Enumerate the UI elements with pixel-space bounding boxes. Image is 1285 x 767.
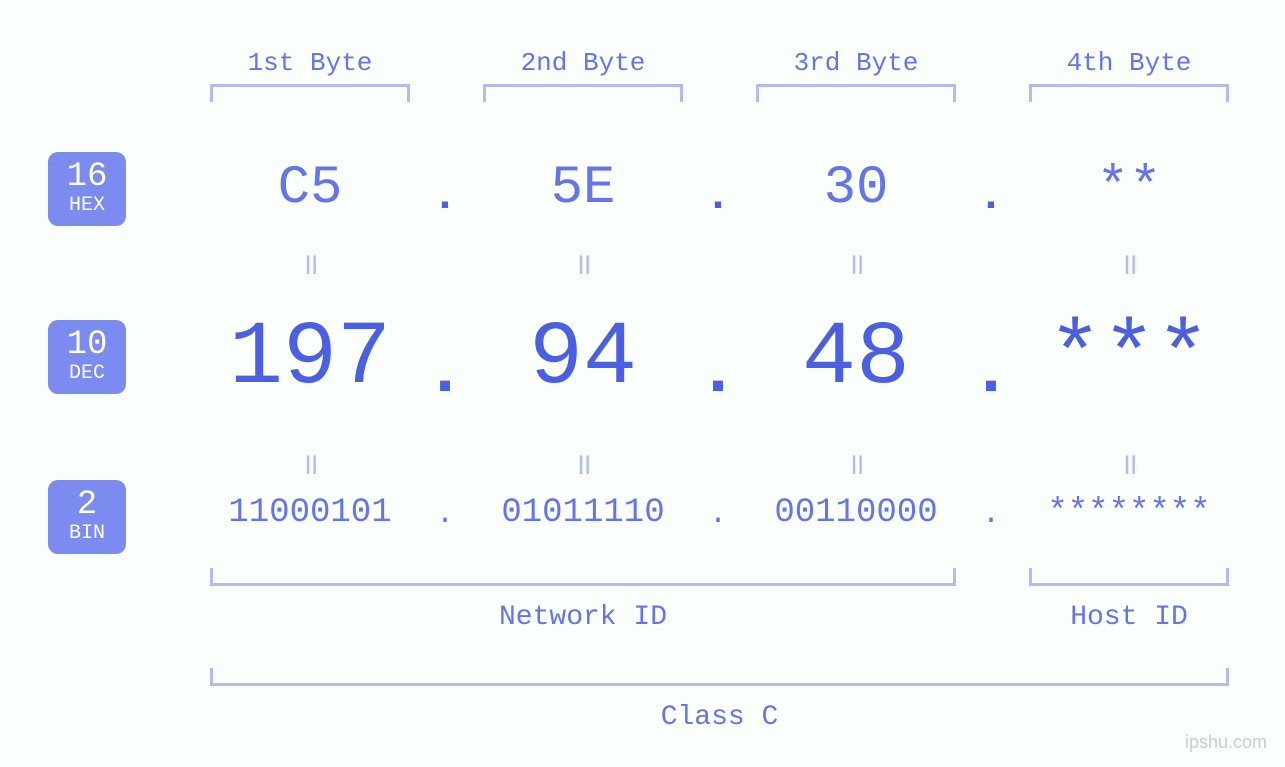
dec-badge-base: 10 <box>48 328 126 362</box>
hex-dot2: . <box>688 172 748 222</box>
eq-dec-bin-1: ॥ <box>210 442 410 484</box>
bin-dot3: . <box>961 498 1021 532</box>
eq-hex-dec-1: ॥ <box>210 242 410 284</box>
bin-byte3: 00110000 <box>756 494 956 532</box>
dec-dot2: . <box>688 334 748 413</box>
watermark: ipshu.com <box>1185 732 1267 753</box>
byte4-bracket <box>1029 84 1229 102</box>
bin-byte2: 01011110 <box>483 494 683 532</box>
byte3-bracket <box>756 84 956 102</box>
byte3-header: 3rd Byte <box>756 48 956 78</box>
dec-byte4: *** <box>1029 308 1229 410</box>
bin-badge: 2 BIN <box>48 480 126 554</box>
dec-dot1: . <box>415 334 475 413</box>
eq-hex-dec-4: ॥ <box>1029 242 1229 284</box>
class-bracket <box>210 668 1229 686</box>
byte2-bracket <box>483 84 683 102</box>
hex-dot3: . <box>961 172 1021 222</box>
hex-dot1: . <box>415 172 475 222</box>
network-id-label: Network ID <box>210 602 956 633</box>
dec-badge: 10 DEC <box>48 320 126 394</box>
eq-hex-dec-3: ॥ <box>756 242 956 284</box>
hex-badge: 16 HEX <box>48 152 126 226</box>
dec-badge-label: DEC <box>48 364 126 384</box>
byte1-bracket <box>210 84 410 102</box>
dec-byte1: 197 <box>210 308 410 410</box>
bin-dot2: . <box>688 498 748 532</box>
hex-byte3: 30 <box>756 158 956 219</box>
bin-dot1: . <box>415 498 475 532</box>
byte1-header: 1st Byte <box>210 48 410 78</box>
dec-dot3: . <box>961 334 1021 413</box>
bin-byte4: ******** <box>1029 494 1229 532</box>
class-label: Class C <box>210 702 1229 733</box>
network-id-bracket <box>210 568 956 586</box>
hex-badge-label: HEX <box>48 196 126 216</box>
hex-byte4: ** <box>1029 158 1229 219</box>
hex-byte2: 5E <box>483 158 683 219</box>
eq-dec-bin-2: ॥ <box>483 442 683 484</box>
hex-badge-base: 16 <box>48 160 126 194</box>
byte2-header: 2nd Byte <box>483 48 683 78</box>
eq-dec-bin-4: ॥ <box>1029 442 1229 484</box>
hex-byte1: C5 <box>210 158 410 219</box>
dec-byte3: 48 <box>756 308 956 410</box>
bin-badge-label: BIN <box>48 524 126 544</box>
eq-hex-dec-2: ॥ <box>483 242 683 284</box>
dec-byte2: 94 <box>483 308 683 410</box>
bin-byte1: 11000101 <box>210 494 410 532</box>
host-id-bracket <box>1029 568 1229 586</box>
eq-dec-bin-3: ॥ <box>756 442 956 484</box>
byte4-header: 4th Byte <box>1029 48 1229 78</box>
host-id-label: Host ID <box>1029 602 1229 633</box>
bin-badge-base: 2 <box>48 488 126 522</box>
